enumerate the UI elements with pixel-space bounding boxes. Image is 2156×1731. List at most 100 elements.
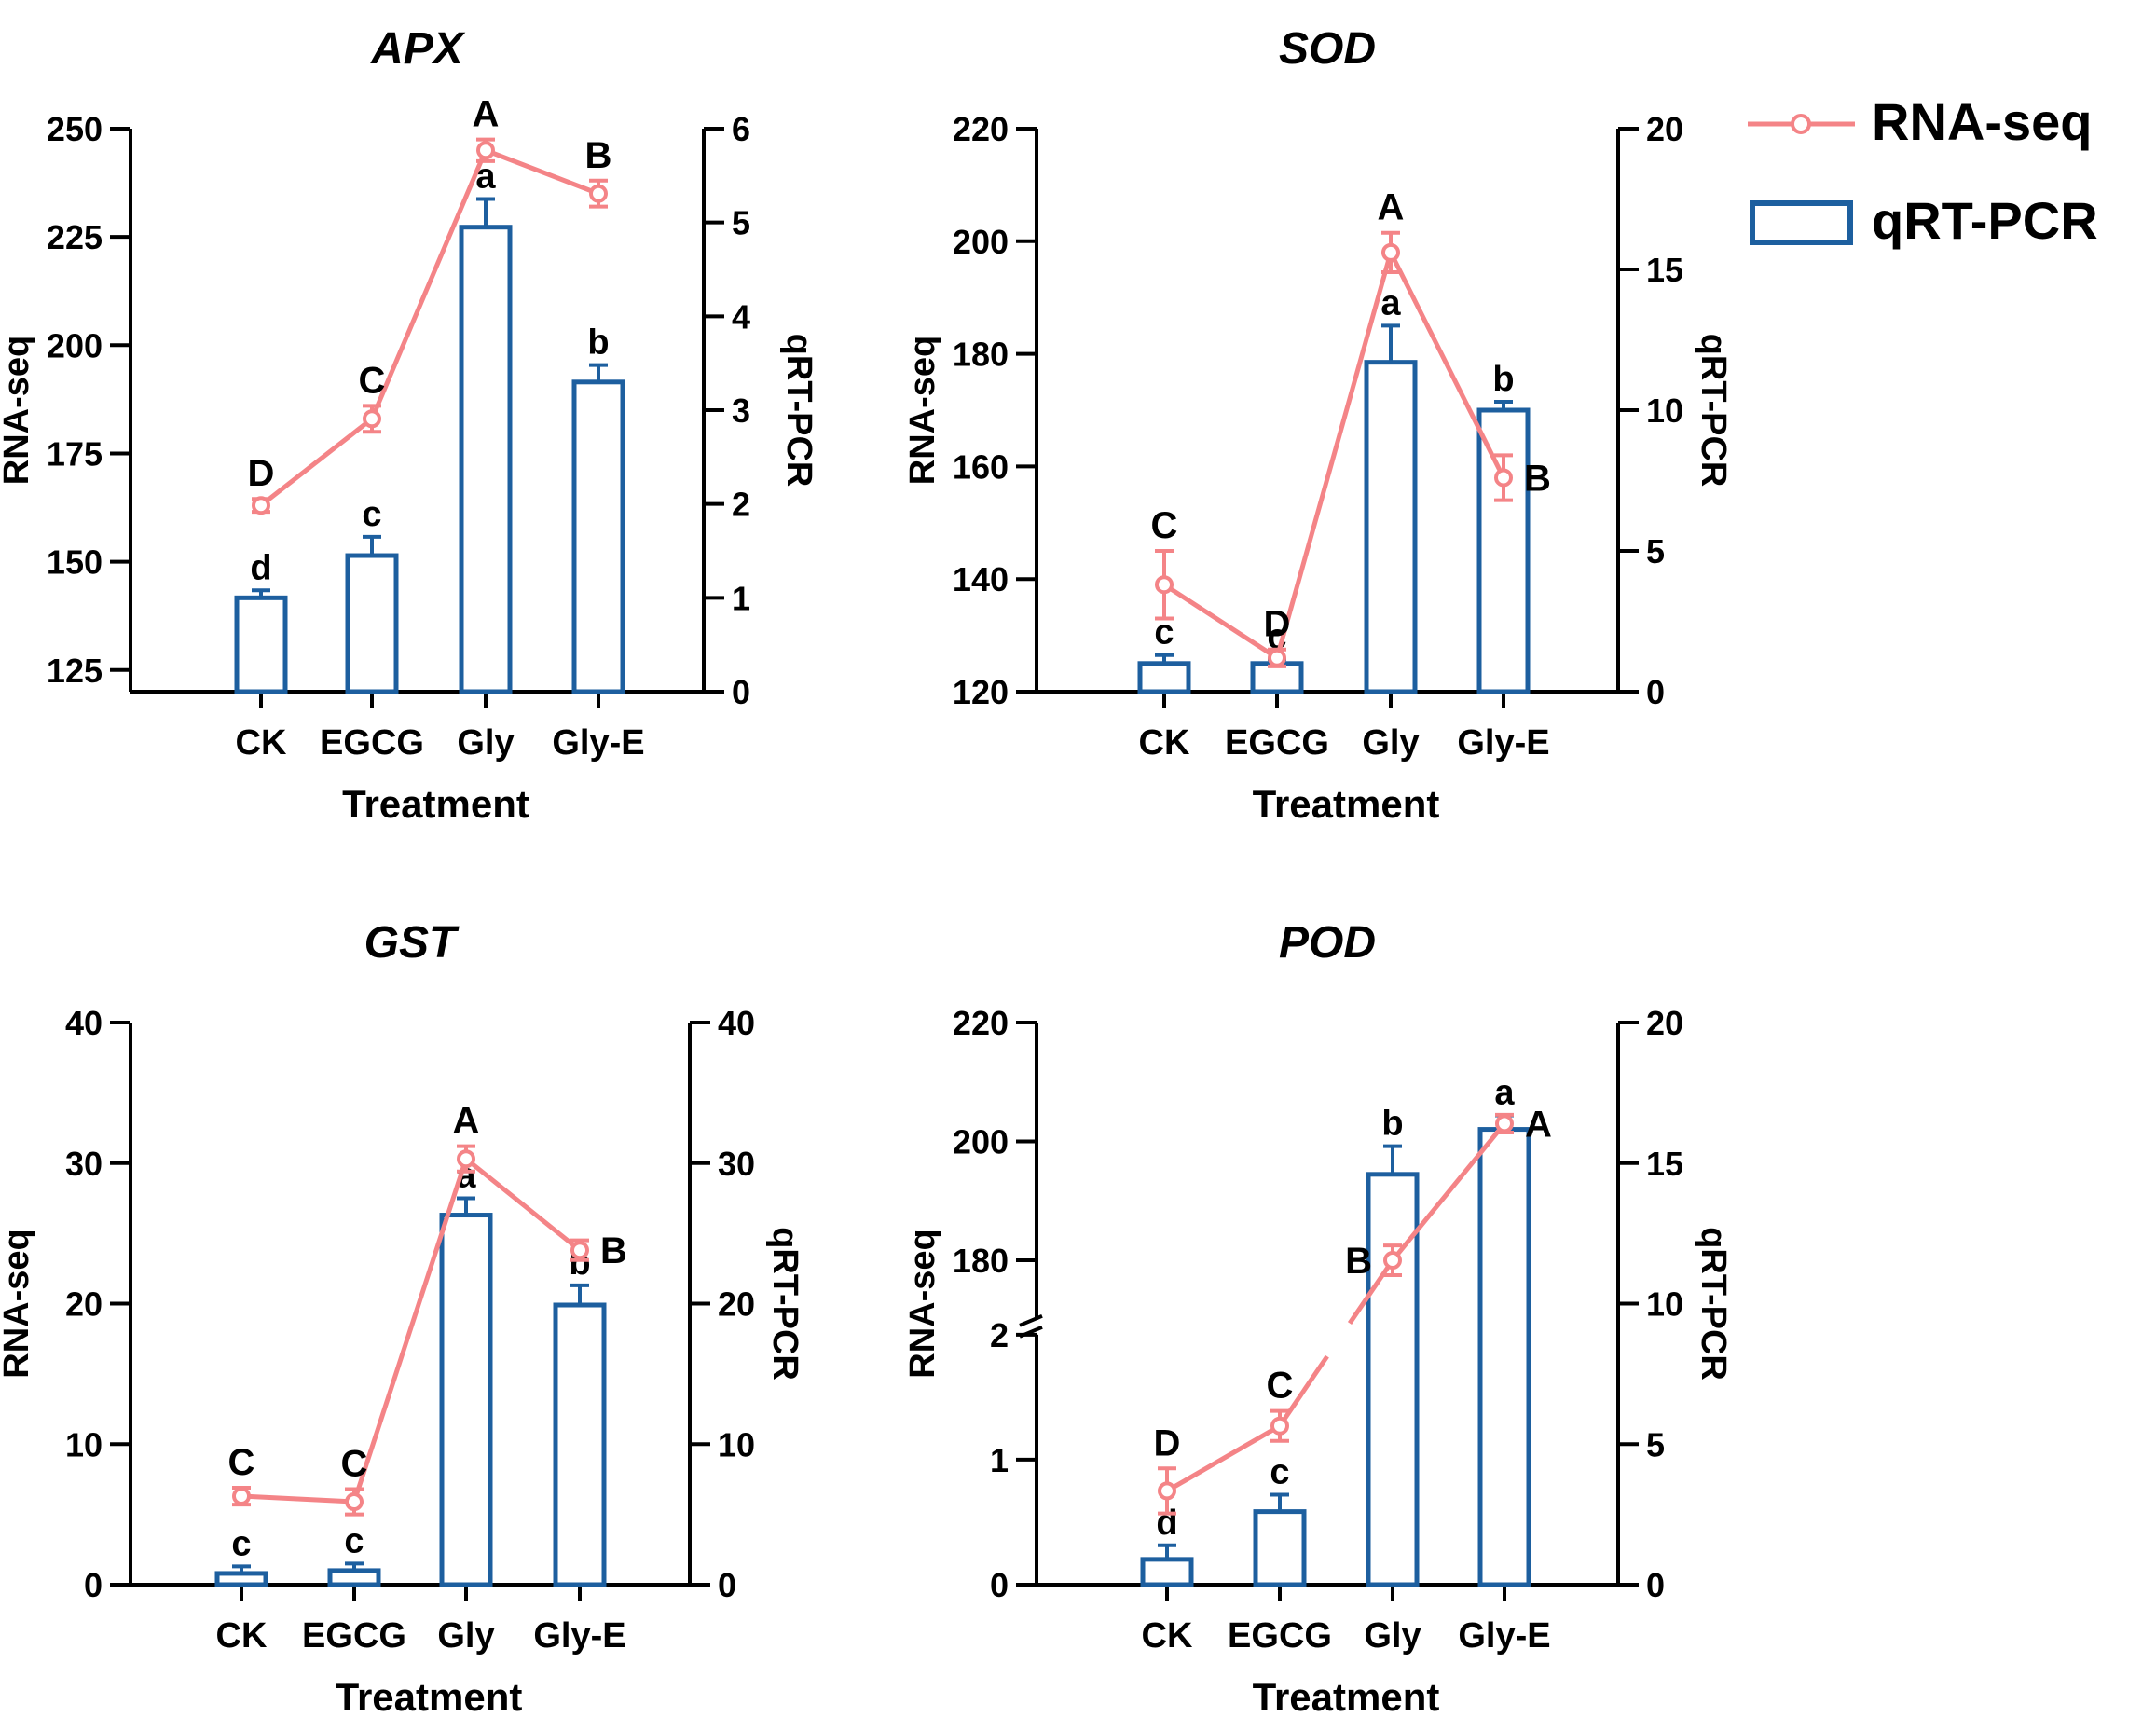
qrtpcr-bar [1140, 1557, 1194, 1587]
right-tick-label: 0 [732, 673, 750, 711]
qrtpcr-bar [327, 1568, 381, 1587]
right-tick-label: 1 [732, 579, 750, 617]
legend-qrtpcr-swatch [1750, 200, 1853, 245]
qrtpcr-bar [459, 225, 513, 694]
left-tick-label: 175 [47, 434, 103, 473]
rnaseq-sig-letter: D [248, 453, 275, 494]
x-tick-label: EGCG [1228, 1616, 1332, 1655]
y-axis-title-left: RNA-seq [903, 1229, 942, 1378]
qrtpcr-bar [1253, 1509, 1307, 1587]
right-tick-label: 0 [718, 1566, 736, 1604]
rnaseq-point [232, 1487, 251, 1506]
right-tick-label: 20 [1646, 1004, 1683, 1042]
chart-panel-sod: SOD 120 140 160 180 200 220 0 5 10 15 20 CK EGCG Gly Gl… [903, 24, 1733, 826]
x-tick-label: EGCG [1225, 723, 1329, 762]
rnaseq-point [1383, 1251, 1402, 1271]
rnaseq-point [589, 184, 608, 203]
left-tick-label: 225 [47, 218, 103, 256]
x-axis-title: Treatment [336, 1675, 523, 1719]
qrtpcr-bar [214, 1571, 268, 1587]
qrtpcr-sig-letter: b [1381, 1105, 1403, 1144]
qrtpcr-sig-letter: c [362, 495, 381, 534]
left-tick-label: 150 [47, 543, 103, 582]
right-tick-label: 0 [1646, 1566, 1665, 1604]
left-tick-label: 30 [65, 1145, 103, 1183]
left-tick-label: 2 [990, 1316, 1009, 1354]
chart-panel-apx: APX 125 150 175 200 225 250 0 1 2 3 4 5 6 CK EGCG Gly Gly… [0, 24, 818, 826]
left-tick-label: 0 [990, 1566, 1009, 1604]
chart-panel-gst: GST 0 10 20 30 40 0 10 20 30 40 CK EGCG Gly Gly-E Treat… [0, 918, 804, 1719]
qrtpcr-bar [1364, 360, 1418, 694]
rnaseq-sig-letter: B [585, 135, 612, 176]
rnaseq-line [240, 1155, 582, 1504]
x-tick-label: Gly-E [1457, 723, 1549, 762]
right-tick-label: 15 [1646, 251, 1683, 289]
left-tick-label: 180 [953, 1242, 1009, 1280]
x-tick-label: Gly-E [533, 1616, 625, 1655]
left-tick-label: 200 [953, 1123, 1009, 1161]
x-tick-label: CK [216, 1616, 268, 1655]
qrtpcr-bar [1476, 407, 1531, 694]
qrtpcr-sig-letter: b [587, 323, 609, 363]
left-tick-label: 180 [953, 336, 1009, 374]
qrtpcr-bar [1250, 661, 1304, 694]
left-tick-label: 40 [65, 1004, 103, 1042]
rnaseq-line [259, 147, 599, 508]
rnaseq-point [1158, 1481, 1176, 1501]
rnaseq-sig-letter: A [1378, 187, 1405, 228]
left-tick-label: 1 [990, 1441, 1009, 1479]
right-tick-label: 30 [718, 1145, 755, 1183]
x-tick-label: CK [236, 723, 287, 762]
x-tick-label: EGCG [320, 723, 424, 762]
left-tick-label: 160 [953, 447, 1009, 486]
legend-rnaseq-label: RNA-seq [1872, 92, 2092, 151]
rnaseq-point [1495, 1114, 1514, 1133]
left-tick-label: 220 [953, 1004, 1009, 1042]
left-tick-label: 20 [65, 1285, 103, 1324]
x-tick-label: EGCG [302, 1616, 406, 1655]
right-tick-label: 20 [718, 1285, 755, 1324]
x-tick-label: CK [1139, 723, 1190, 762]
qrtpcr-bar [234, 595, 288, 694]
x-tick-label: Gly [1364, 1616, 1421, 1655]
y-axis-title-left: RNA-seq [903, 336, 942, 485]
left-tick-label: 200 [953, 223, 1009, 261]
qrtpcr-bar [1477, 1127, 1531, 1587]
rnaseq-sig-letter: B [1524, 458, 1551, 499]
rnaseq-sig-letter: C [1151, 505, 1178, 546]
chart-title: POD [1279, 918, 1376, 968]
left-tick-label: 220 [953, 110, 1009, 148]
qrtpcr-sig-letter: c [231, 1524, 251, 1563]
right-tick-label: 5 [1646, 1425, 1665, 1463]
qrtpcr-bar [345, 553, 399, 694]
left-tick-label: 125 [47, 652, 103, 690]
rnaseq-point [1155, 575, 1174, 595]
rnaseq-sig-letter: B [600, 1230, 627, 1271]
rnaseq-point [457, 1149, 475, 1169]
y-axis-title-left: RNA-seq [0, 336, 36, 485]
rnaseq-point [570, 1241, 589, 1260]
y-axis-title-right: qRT-PCR [779, 334, 818, 488]
y-axis-title-right: qRT-PCR [1694, 1227, 1733, 1381]
rnaseq-sig-letter: C [1267, 1366, 1294, 1407]
rnaseq-point [363, 409, 381, 429]
right-tick-label: 5 [732, 204, 750, 242]
y-axis-title-right: qRT-PCR [765, 1227, 804, 1381]
rnaseq-point [1268, 648, 1286, 667]
rnaseq-sig-letter: A [453, 1101, 480, 1142]
right-tick-label: 0 [1646, 673, 1665, 711]
rnaseq-sig-letter: C [228, 1442, 255, 1483]
x-tick-label: Gly [457, 723, 514, 762]
rnaseq-sig-letter: C [359, 360, 386, 401]
right-tick-label: 15 [1646, 1145, 1683, 1183]
qrtpcr-bar [1137, 661, 1191, 694]
qrtpcr-sig-letter: a [1380, 283, 1401, 323]
chart-panel-pod: POD 0 1 2 180 200 220 0 5 10 15 20 CK EGCG Gly Gly-E Tre… [903, 918, 1733, 1719]
rnaseq-sig-letter: B [1345, 1241, 1372, 1282]
right-tick-label: 40 [718, 1004, 755, 1042]
x-tick-label: Gly-E [552, 723, 644, 762]
rnaseq-sig-letter: D [1264, 604, 1291, 645]
legend-qrtpcr-label: qRT-PCR [1872, 191, 2098, 250]
left-tick-label: 120 [953, 673, 1009, 711]
